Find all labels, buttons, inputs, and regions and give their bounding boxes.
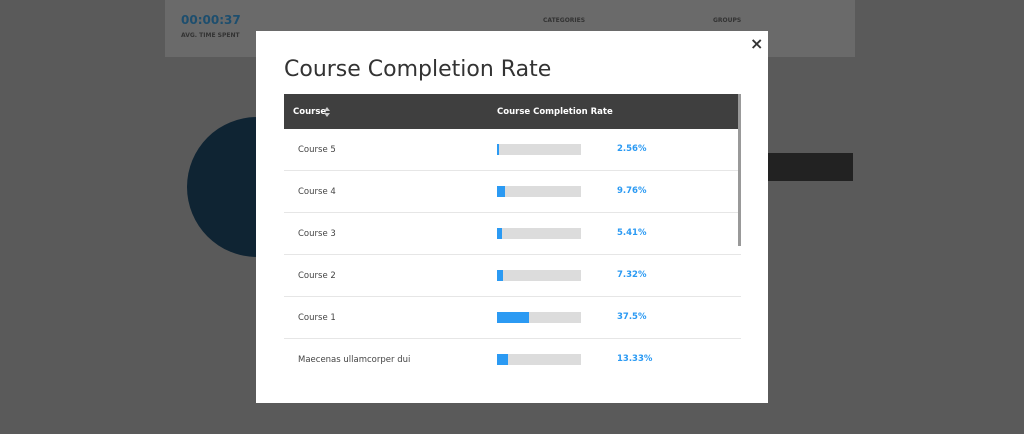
progress-track (497, 312, 581, 323)
progress-bar (497, 144, 500, 155)
progress-track (497, 354, 581, 365)
course-name: Maecenas ullamcorper dui (298, 355, 411, 365)
table-row: Course 5 2.56% (284, 129, 741, 171)
modal-title: Course Completion Rate (284, 57, 552, 82)
progress-track (497, 228, 581, 239)
rate-label: 13.33% (617, 354, 653, 364)
progress-bar (497, 312, 529, 323)
sort-icon[interactable] (324, 107, 330, 117)
rate-label: 7.32% (617, 270, 647, 280)
rate-label: 2.56% (617, 144, 647, 154)
rate-label: 9.76% (617, 186, 647, 196)
table-row: Course 2 7.32% (284, 255, 741, 297)
rate-label: 37.5% (617, 312, 647, 322)
table: Course Course Completion Rate Course 5 2.… (284, 94, 741, 372)
timer-caption: AVG. TIME SPENT (181, 32, 240, 39)
modal: Course Completion Rate × Course Course C… (256, 31, 768, 403)
course-name: Course 2 (298, 271, 336, 281)
categories: CATEGORIES (543, 17, 586, 24)
progress-track (497, 186, 581, 197)
progress-bar (497, 354, 509, 365)
groups: GROUPS (713, 17, 742, 24)
table-row: Course 4 9.76% (284, 171, 741, 213)
scrollbar[interactable] (738, 94, 741, 246)
course-name: Course 3 (298, 229, 336, 239)
progress-bar (497, 228, 502, 239)
rate-label: 5.41% (617, 228, 647, 238)
progress-bar (497, 270, 504, 281)
table-row: Course 1 37.5% (284, 297, 741, 339)
progress-track (497, 144, 581, 155)
course-name: Course 4 (298, 187, 336, 197)
table-header-bg (760, 153, 853, 181)
progress-bar (497, 186, 506, 197)
table-row: Course 3 5.41% (284, 213, 741, 255)
donut (187, 117, 257, 257)
column-header: Course Completion Rate (497, 107, 613, 117)
course-name: Course 5 (298, 145, 336, 155)
table-row: Maecenas ullamcorper dui 13.33% (284, 339, 741, 372)
table-header: Course Course Completion Rate (284, 94, 741, 129)
timer: 00:00:37 (181, 13, 241, 27)
course-name: Course 1 (298, 313, 336, 323)
close-button[interactable]: × (750, 34, 764, 53)
progress-track (497, 270, 581, 281)
column-header[interactable]: Course (293, 107, 327, 117)
